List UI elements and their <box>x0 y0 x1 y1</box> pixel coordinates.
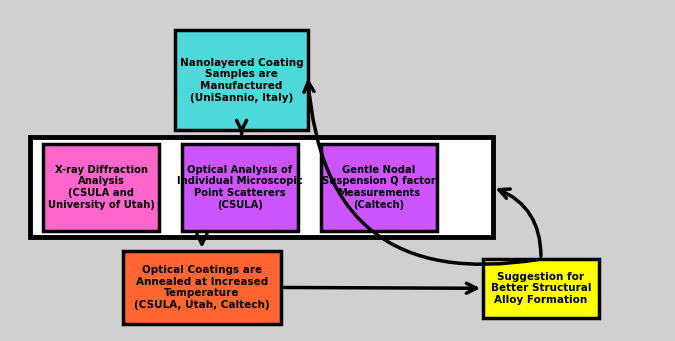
FancyBboxPatch shape <box>321 144 437 231</box>
Text: Suggestion for
Better Structural
Alloy Formation: Suggestion for Better Structural Alloy F… <box>491 272 591 305</box>
FancyBboxPatch shape <box>30 137 493 237</box>
FancyBboxPatch shape <box>182 144 298 231</box>
Text: X-ray Diffraction
Analysis
(CSULA and
University of Utah): X-ray Diffraction Analysis (CSULA and Un… <box>47 165 155 210</box>
FancyBboxPatch shape <box>43 144 159 231</box>
Text: Optical Analysis of
Individual Microscopic
Point Scatterers
(CSULA): Optical Analysis of Individual Microscop… <box>177 165 303 210</box>
FancyBboxPatch shape <box>122 251 281 324</box>
Text: Optical Coatings are
Annealed at Increased
Temperature
(CSULA, Utah, Caltech): Optical Coatings are Annealed at Increas… <box>134 265 270 310</box>
Text: Gentle Nodal
Suspension Q factor
Measurements
(Caltech): Gentle Nodal Suspension Q factor Measure… <box>322 165 436 210</box>
FancyBboxPatch shape <box>176 30 308 130</box>
Text: Nanolayered Coating
Samples are
Manufactured
(UniSannio, Italy): Nanolayered Coating Samples are Manufact… <box>180 58 303 103</box>
FancyBboxPatch shape <box>483 259 599 317</box>
